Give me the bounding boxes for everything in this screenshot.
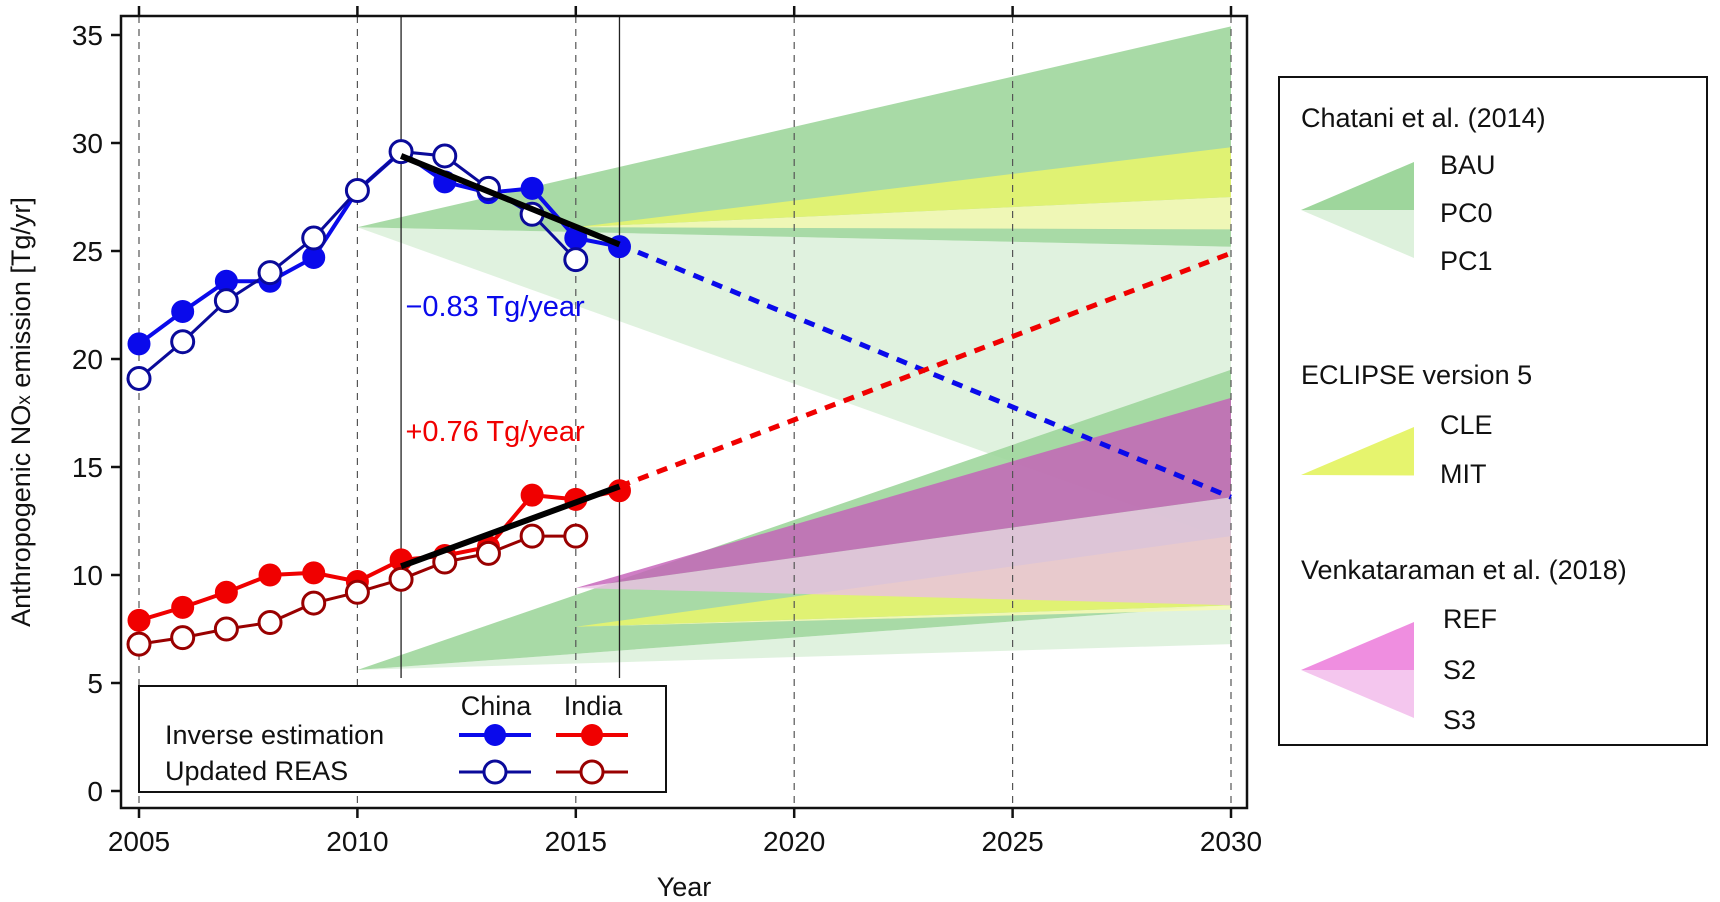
point-india-2008 [258,563,282,587]
legend-swatch-bau [1301,162,1414,210]
point-india-2007 [214,580,238,604]
y-axis-title-prefix: Anthropogenic NO [6,405,36,627]
x-tick-label-2025: 2025 [981,826,1043,857]
legend-item-mit: MIT [1440,459,1487,489]
scenario-band-mit-india [575,605,1231,627]
point-india_reas-2010 [344,579,370,605]
x-tick-label-2020: 2020 [763,826,825,857]
outer-legend-box [1278,76,1708,746]
y-axis-title-suffix: emission [Tg/yr] [6,197,36,395]
point-china-2005 [127,332,151,356]
annotations: −0.83 Tg/year +0.76 Tg/year [405,291,585,448]
point-india_reas-2007 [213,616,239,642]
legend-swatch-s3 [1301,670,1414,718]
legend-swatch-mit [1301,475,1414,476]
legend-group-venkataraman: Venkataraman et al. (2018) [1301,555,1627,585]
point-china_reas-2015 [563,247,589,273]
legend-symbol-india-inverse [556,724,628,746]
point-india_reas-2005 [126,631,152,657]
scenario-band-pc1-india [357,605,1231,670]
point-india_reas-2014 [519,523,545,549]
legend-item-pc0: PC0 [1440,198,1493,228]
y-axis-title-subscript: x [14,395,35,405]
y-tick-label-30: 30 [72,128,103,159]
inner-legend-box [138,685,667,793]
legend-swatch-ref [1301,622,1414,670]
point-india_reas-2013 [475,540,501,566]
legend-item-pc1: PC1 [1440,246,1493,276]
legend-swatch-pc1 [1301,210,1414,258]
legend-item-cle: CLE [1440,410,1493,440]
legend-symbol-china-inverse [459,724,531,746]
trend-lines [618,242,1232,500]
projection-line-india [618,250,1232,489]
legend-swatch-cle [1301,427,1414,475]
x-tick-label-2015: 2015 [545,826,607,857]
point-india_reas-2011 [388,566,414,592]
point-china_reas-2005 [126,365,152,391]
point-india-2005 [127,608,151,632]
legend-header-india: India [564,691,624,721]
x-tick-label-2005: 2005 [108,826,170,857]
scenario-band-cle-india [575,536,1231,627]
y-tick-label-0: 0 [87,776,103,807]
plot-frame [119,14,1249,810]
legend-symbol-china-reas [459,759,531,785]
point-china_reas-2007 [213,288,239,314]
outer-legend: Chatani et al. (2014) BAU PC0 PC1 ECLIPS… [1278,76,1708,746]
legend-group-chatani: Chatani et al. (2014) [1301,103,1546,133]
point-india_reas-2015 [563,523,589,549]
trend-line-india [400,483,621,570]
trend-annotation-china: −0.83 Tg/year [405,291,585,323]
legend-item-bau: BAU [1440,150,1496,180]
inner-legend: China India Inverse estimation Updated R… [138,685,667,793]
point-china_reas-2006 [170,329,196,355]
scenario-band-cle-china [575,147,1231,228]
y-axis-title: Anthropogenic NOx emission [Tg/yr] [6,197,36,627]
x-tick-label-2030: 2030 [1200,826,1262,857]
scenario-band-mit-china [575,197,1231,230]
legend-symbol-india-reas [556,759,628,785]
legend-row-reas: Updated REAS [165,756,348,786]
x-axis-title: Year [657,872,712,902]
trend-line-china [399,153,621,248]
point-india-2009 [302,561,326,585]
x-tick-label-2010: 2010 [326,826,388,857]
point-china_reas-2009 [301,225,327,251]
legend-item-ref: REF [1443,604,1497,634]
series-lines [126,139,631,657]
legend-item-s3: S3 [1443,705,1476,735]
scenario-band-ref-india [575,397,1231,588]
point-china_reas-2012 [432,143,458,169]
point-india_reas-2008 [257,610,283,636]
point-india_reas-2009 [301,590,327,616]
trend-annotation-india: +0.76 Tg/year [405,416,585,448]
legend-item-s2: S2 [1443,655,1476,685]
y-tick-label-35: 35 [72,20,103,51]
point-china_reas-2008 [257,260,283,286]
point-china_reas-2010 [344,178,370,204]
scenario-band-s3-india [575,497,1231,606]
y-tick-label-20: 20 [72,344,103,375]
y-tick-label-15: 15 [72,452,103,483]
point-india-2014 [520,483,544,507]
y-tick-label-25: 25 [72,236,103,267]
y-tick-label-5: 5 [87,668,103,699]
legend-group-eclipse: ECLIPSE version 5 [1301,360,1532,390]
point-china-2014 [520,176,544,200]
point-india-2006 [171,595,195,619]
y-tick-label-10: 10 [72,560,103,591]
legend-row-inverse: Inverse estimation [165,720,384,750]
point-china-2006 [171,299,195,323]
legend-header-china: China [461,691,533,721]
point-india_reas-2006 [170,625,196,651]
